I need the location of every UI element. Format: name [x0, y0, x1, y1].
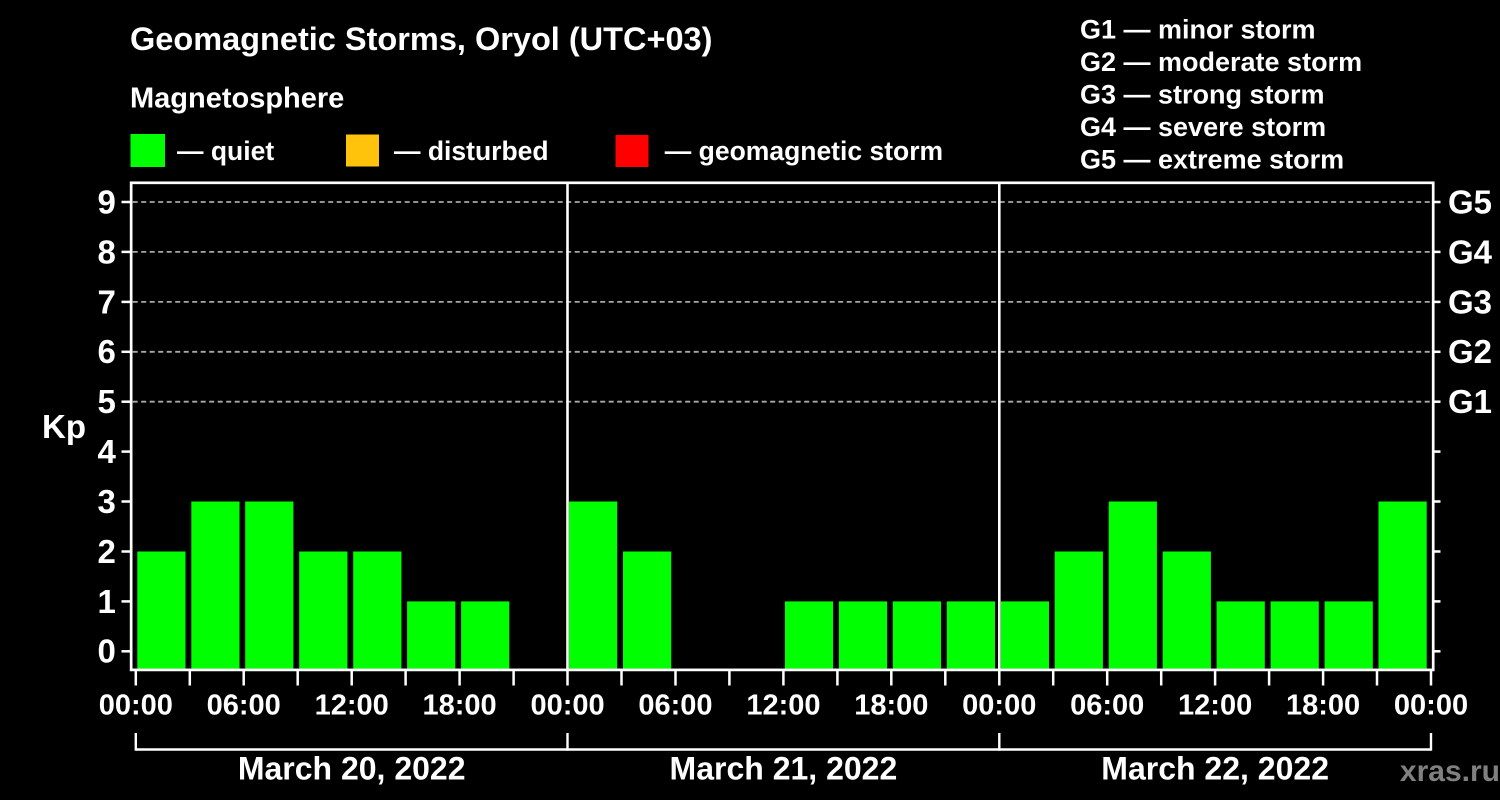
svg-text:Kp: Kp [42, 408, 86, 445]
svg-text:G3 — strong storm: G3 — strong storm [1080, 79, 1325, 109]
svg-text:G4: G4 [1448, 233, 1493, 270]
svg-text:G3: G3 [1448, 283, 1492, 320]
svg-text:7: 7 [97, 283, 115, 320]
svg-text:12:00: 12:00 [315, 689, 389, 721]
svg-text:G2 — moderate storm: G2 — moderate storm [1080, 47, 1362, 77]
svg-text:9: 9 [97, 183, 115, 220]
svg-text:March 20, 2022: March 20, 2022 [238, 751, 466, 787]
svg-text:— geomagnetic storm: — geomagnetic storm [665, 136, 943, 166]
svg-text:March 22, 2022: March 22, 2022 [1101, 751, 1329, 787]
svg-text:6: 6 [97, 333, 115, 370]
svg-text:4: 4 [97, 433, 116, 470]
svg-text:12:00: 12:00 [1178, 689, 1252, 721]
svg-text:18:00: 18:00 [1286, 689, 1360, 721]
svg-text:— disturbed: — disturbed [394, 136, 549, 166]
svg-text:18:00: 18:00 [423, 689, 497, 721]
svg-text:Geomagnetic Storms, Oryol (UTC: Geomagnetic Storms, Oryol (UTC+03) [130, 21, 712, 57]
svg-text:06:00: 06:00 [1070, 689, 1144, 721]
svg-text:G1: G1 [1448, 383, 1492, 420]
svg-text:xras.ru: xras.ru [1400, 755, 1500, 788]
svg-text:00:00: 00:00 [1394, 689, 1468, 721]
svg-text:8: 8 [97, 233, 115, 270]
svg-text:G5 — extreme storm: G5 — extreme storm [1080, 144, 1344, 174]
svg-text:06:00: 06:00 [638, 689, 712, 721]
svg-text:G1 — minor storm: G1 — minor storm [1080, 14, 1316, 44]
svg-text:00:00: 00:00 [99, 689, 173, 721]
svg-text:0: 0 [97, 633, 115, 670]
svg-text:March 21, 2022: March 21, 2022 [670, 751, 898, 787]
svg-text:— quiet: — quiet [177, 136, 274, 166]
svg-text:2: 2 [97, 533, 115, 570]
svg-text:12:00: 12:00 [746, 689, 820, 721]
svg-text:Magnetosphere: Magnetosphere [130, 83, 344, 115]
svg-text:00:00: 00:00 [962, 689, 1036, 721]
svg-text:G4 — severe storm: G4 — severe storm [1080, 112, 1326, 142]
svg-text:00:00: 00:00 [530, 689, 604, 721]
svg-text:1: 1 [97, 583, 115, 620]
svg-text:06:00: 06:00 [207, 689, 281, 721]
svg-text:18:00: 18:00 [854, 689, 928, 721]
svg-text:G2: G2 [1448, 333, 1492, 370]
svg-text:3: 3 [97, 483, 115, 520]
svg-text:G5: G5 [1448, 183, 1492, 220]
svg-text:5: 5 [97, 383, 115, 420]
